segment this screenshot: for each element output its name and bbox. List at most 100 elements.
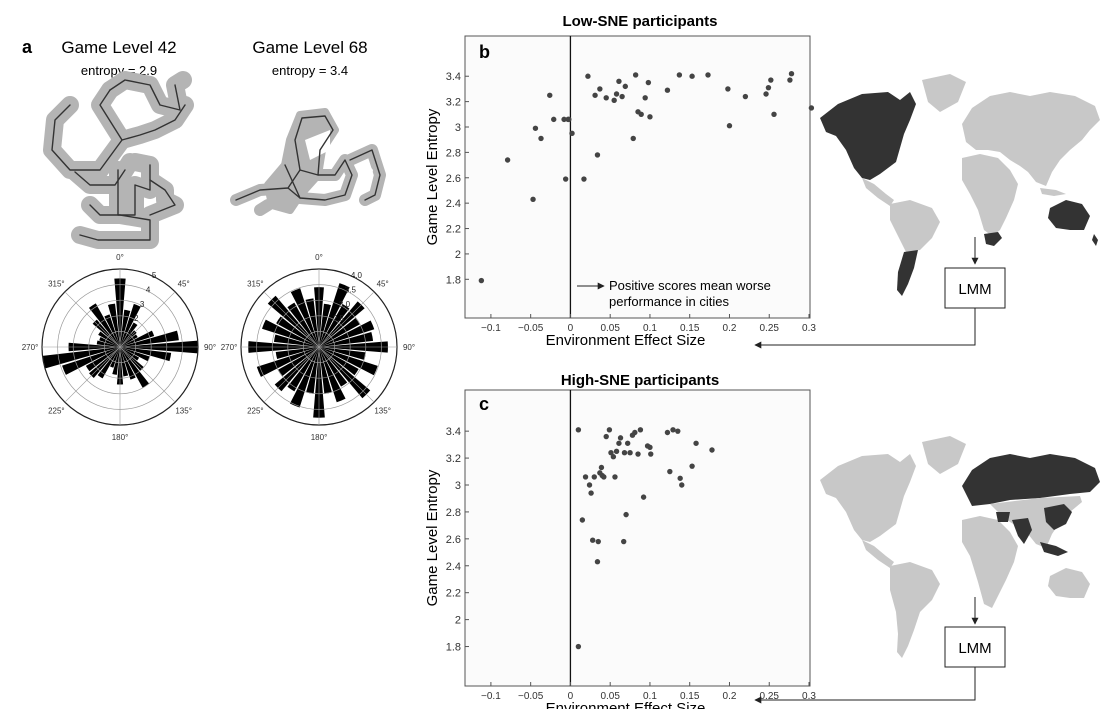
x-tick-label: −0.05	[518, 323, 544, 334]
x-tick-label: 0.1	[643, 323, 657, 334]
level-68-entropy: entropy = 3.4	[272, 63, 348, 78]
land-south-america-north	[890, 200, 940, 252]
x-tick-label: −0.1	[481, 691, 501, 702]
rose-bin	[275, 347, 319, 359]
y-tick-label: 2.4	[446, 198, 461, 210]
rose-bin	[120, 330, 179, 347]
data-point	[630, 135, 636, 142]
rose-bin	[256, 347, 319, 377]
rose-spoke	[318, 291, 375, 348]
lmm-label-top: LMM	[958, 281, 991, 298]
rose-spoke	[318, 346, 375, 403]
data-point	[638, 111, 644, 118]
data-point	[670, 427, 676, 433]
data-point	[579, 517, 586, 523]
rose-bin	[319, 304, 350, 347]
rose-angle-label: 90°	[403, 343, 415, 352]
panel-c: High-SNE participants c 1.8 2 2.2 2.4 2.6 2.8…	[424, 372, 816, 709]
rose-bin	[319, 303, 331, 347]
x-tick-label: 0.2	[723, 691, 737, 702]
scatter-plot-high-sne: 1.8 2 2.2 2.4 2.6 2.8 3 3.2 3.4 −0.1 −0.05 0 0.05 0.1…	[424, 390, 816, 709]
rose-bin	[112, 347, 120, 375]
x-tick-label: 0.15	[680, 323, 700, 334]
data-point	[763, 91, 769, 97]
data-point	[582, 474, 589, 480]
rose-angle-label: 180°	[112, 433, 129, 442]
data-point	[623, 511, 629, 518]
level-68-title: Game Level 68	[252, 38, 367, 57]
land-central-america	[862, 178, 894, 206]
lmm-flow-bottom: LMM	[754, 597, 1006, 704]
rose-bin	[305, 298, 319, 347]
rose-radial-label: 4	[146, 285, 151, 294]
data-point	[768, 77, 774, 83]
rose-radial-label: 3.5	[345, 285, 357, 294]
y-axis-title: Game Level Entropy	[424, 469, 441, 606]
rose-angle-label: 0°	[116, 253, 124, 262]
land-africa	[962, 154, 1018, 236]
data-point	[530, 196, 536, 203]
world-map-high-sne	[820, 436, 1100, 658]
rose-bin	[120, 347, 172, 362]
annotation-line-2: performance in cities	[609, 294, 729, 309]
y-tick-label: 3	[455, 480, 461, 492]
rose-bin	[120, 309, 131, 347]
panel-b-plot-area	[464, 35, 811, 319]
rose-bin	[319, 347, 366, 360]
rose-bin	[62, 347, 120, 375]
data-point	[676, 72, 683, 78]
data-point	[637, 427, 644, 433]
level-42-map	[43, 71, 194, 249]
y-tick-label: 2.2	[446, 224, 461, 236]
data-point	[689, 463, 695, 469]
rose-spoke	[119, 346, 176, 403]
data-point	[635, 451, 641, 457]
y-tick-label: 2.2	[446, 588, 461, 600]
data-point	[647, 444, 653, 451]
data-point	[619, 93, 625, 100]
panel-c-letter: c	[479, 394, 489, 414]
y-tick-label: 2.4	[446, 561, 461, 573]
rose-spoke	[64, 291, 121, 348]
data-point	[601, 474, 607, 480]
rose-bin	[319, 347, 348, 387]
data-point	[616, 440, 622, 446]
rose-bin	[120, 347, 136, 380]
data-point	[675, 428, 681, 434]
data-point	[594, 559, 601, 565]
data-point	[642, 95, 648, 101]
data-point	[610, 454, 617, 460]
data-point	[562, 176, 569, 182]
land-south-america-2	[890, 562, 940, 658]
land-europe-russia	[962, 454, 1100, 506]
y-tick-label: 3.4	[446, 426, 461, 438]
data-point	[603, 95, 609, 101]
data-point	[611, 97, 617, 104]
data-point	[725, 86, 731, 92]
lmm-box-bottom	[944, 626, 1006, 668]
data-point	[547, 92, 553, 98]
data-point	[765, 84, 772, 91]
rose-bin	[319, 347, 332, 394]
x-tick-label: 0.3	[802, 691, 816, 702]
data-point	[603, 433, 609, 440]
land-greenland	[922, 74, 966, 112]
rose-bin	[110, 347, 120, 368]
panel-b: Low-SNE participants b 1.8 2 2.2 2.4 2.6 2.8 3…	[424, 13, 816, 349]
y-tick-label: 1.8	[446, 642, 461, 654]
data-point	[621, 538, 627, 545]
data-point	[598, 464, 605, 471]
data-point	[667, 468, 673, 475]
rose-bin	[319, 332, 374, 347]
rose-radial-label: 3	[140, 300, 145, 309]
data-point	[627, 449, 633, 456]
lmm-to-axis-arrow-top	[754, 308, 976, 349]
rose-bin	[319, 347, 359, 376]
land-eurasia	[962, 92, 1100, 186]
data-point	[478, 277, 485, 284]
x-tick-label: −0.1	[481, 323, 501, 334]
panel-c-title: High-SNE participants	[561, 372, 719, 389]
x-tick-label: 0.1	[643, 691, 657, 702]
data-point	[588, 490, 594, 496]
rose-radial-label: 1	[128, 329, 133, 338]
